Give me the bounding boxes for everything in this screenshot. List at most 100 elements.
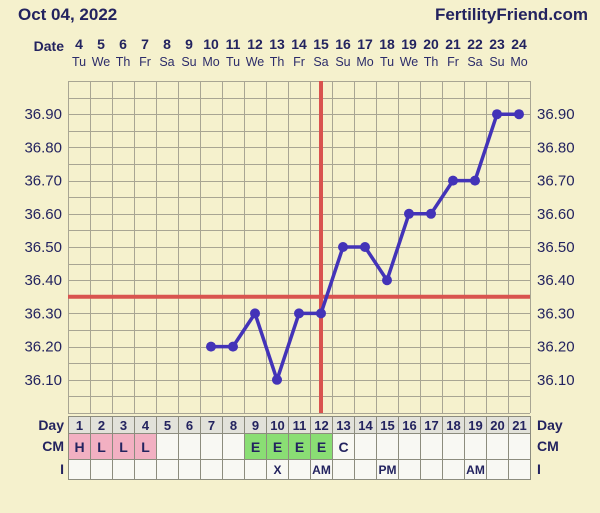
intercourse-cell (90, 459, 113, 480)
day-cell[interactable]: 6 (178, 416, 201, 434)
brand-link[interactable]: FertilityFriend.com (434, 5, 588, 24)
cm-cell (178, 433, 201, 460)
cm-cell (354, 433, 377, 460)
intercourse-cell (442, 459, 465, 480)
day-cell[interactable]: 10 (266, 416, 289, 434)
temp-point[interactable] (404, 208, 414, 219)
day-row-label: Day (38, 416, 64, 433)
day-cell[interactable]: 11 (288, 416, 311, 434)
intercourse-cell (112, 459, 135, 480)
cm-cell: E (310, 433, 333, 460)
day-cell[interactable]: 1 (68, 416, 91, 434)
cm-cell: C (332, 433, 355, 460)
weekday-label: Th (269, 55, 285, 69)
intercourse-cell (332, 459, 355, 480)
weekday-label: Sa (313, 55, 329, 69)
temp-point[interactable] (228, 341, 238, 352)
day-cell[interactable]: 19 (464, 416, 487, 434)
day-cell[interactable]: 7 (200, 416, 223, 434)
date-number: 11 (225, 36, 241, 52)
weekday-label: We (245, 55, 265, 69)
y-axis-label-left: 36.80 (24, 139, 62, 156)
date-number: 9 (185, 36, 193, 52)
date-number: 6 (119, 36, 127, 52)
intercourse-cell (398, 459, 421, 480)
temp-point[interactable] (206, 341, 216, 352)
date-number: 10 (203, 36, 219, 52)
weekday-label: We (91, 55, 111, 69)
cm-cell (200, 433, 223, 460)
cm-cell: H (68, 433, 91, 460)
weekday-label: Mo (510, 55, 528, 69)
day-cell[interactable]: 15 (376, 416, 399, 434)
temp-point[interactable] (338, 242, 348, 252)
temp-point[interactable] (448, 175, 458, 186)
temp-point[interactable] (250, 308, 260, 319)
temp-point[interactable] (492, 109, 502, 120)
temp-point[interactable] (360, 242, 370, 252)
temp-point[interactable] (514, 109, 524, 120)
day-cell[interactable]: 3 (112, 416, 135, 434)
cm-cell (442, 433, 465, 460)
y-axis-label-left: 36.20 (24, 339, 62, 356)
day-cell[interactable]: 14 (354, 416, 377, 434)
weekday-label: Fr (139, 55, 151, 69)
day-cell[interactable]: 16 (398, 416, 421, 434)
cm-cell (376, 433, 399, 460)
day-cell[interactable]: 13 (332, 416, 355, 434)
day-cell[interactable]: 18 (442, 416, 465, 434)
cm-cell (486, 433, 509, 460)
temp-point[interactable] (272, 374, 282, 385)
temp-point[interactable] (382, 275, 392, 286)
day-cell[interactable]: 21 (508, 416, 531, 434)
intercourse-cell: X (266, 459, 289, 480)
weekday-label: Su (335, 55, 351, 69)
day-cell[interactable]: 4 (134, 416, 157, 434)
y-axis-label-right: 36.40 (537, 272, 575, 289)
y-axis-label-right: 36.60 (537, 206, 575, 223)
y-axis-label-left: 36.50 (24, 239, 62, 256)
temp-point[interactable] (470, 175, 480, 186)
intercourse-cell (486, 459, 509, 480)
cm-cell: L (90, 433, 113, 460)
cm-cell (398, 433, 421, 460)
y-axis-label-left: 36.60 (24, 206, 62, 223)
date-number: 7 (141, 36, 149, 52)
date-number: 18 (379, 36, 395, 52)
intercourse-cell (420, 459, 443, 480)
y-axis-label-left: 36.40 (24, 272, 62, 289)
weekday-label: Sa (159, 55, 175, 69)
cm-cell: E (244, 433, 267, 460)
intercourse-cell (288, 459, 311, 480)
weekday-label: Mo (202, 55, 220, 69)
day-cell[interactable]: 12 (310, 416, 333, 434)
day-cell[interactable]: 5 (156, 416, 179, 434)
intercourse-cell (178, 459, 201, 480)
day-cell[interactable]: 20 (486, 416, 509, 434)
intercourse-cell (68, 459, 91, 480)
day-cell[interactable]: 17 (420, 416, 443, 434)
temp-point[interactable] (294, 308, 304, 319)
y-axis-label-right: 36.90 (537, 106, 575, 123)
cm-cell: L (112, 433, 135, 460)
temp-point[interactable] (426, 208, 436, 219)
y-axis-label-right: 36.10 (537, 372, 575, 389)
cm-cell (222, 433, 245, 460)
date-number: 19 (401, 36, 417, 52)
y-axis-label-left: 36.90 (24, 106, 62, 123)
intercourse-cell: PM (376, 459, 399, 480)
day-cell[interactable]: 8 (222, 416, 245, 434)
weekday-label: Tu (379, 55, 395, 69)
day-cell[interactable]: 9 (244, 416, 267, 434)
date-number: 17 (357, 36, 373, 52)
date-axis-label: Date (33, 38, 64, 54)
date-number: 8 (163, 36, 171, 52)
date-number: 24 (511, 36, 527, 52)
day-cell[interactable]: 2 (90, 416, 113, 434)
weekday-label: Tu (225, 55, 241, 69)
cm-cell: E (288, 433, 311, 460)
temp-point[interactable] (316, 308, 326, 319)
y-axis-label-right: 36.50 (537, 239, 575, 256)
